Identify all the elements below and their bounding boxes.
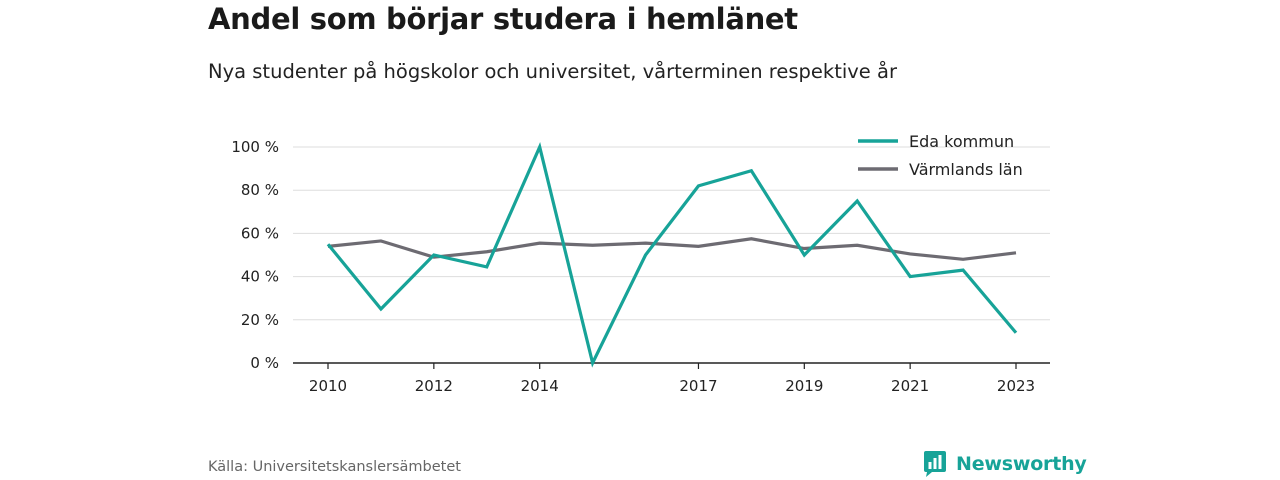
y-tick-label: 60 % xyxy=(241,224,279,242)
legend: Eda kommun Värmlands län xyxy=(858,132,1023,179)
x-tick-label: 2019 xyxy=(785,377,823,395)
source-note: Källa: Universitetskanslersämbetet xyxy=(208,459,461,475)
x-tick-label: 2014 xyxy=(521,377,559,395)
series-lines xyxy=(326,142,1018,368)
y-tick-label: 20 % xyxy=(241,311,279,329)
x-tick-label: 2021 xyxy=(891,377,929,395)
legend-label: Värmlands län xyxy=(909,160,1023,179)
x-tick-label: 2010 xyxy=(309,377,347,395)
series-line-eda-kommun xyxy=(326,142,1018,368)
line-chart: 0 % 20 % 40 % 60 % 80 % 100 % 2010 2012 2014 2017… xyxy=(231,132,1050,395)
y-tick-label: 100 % xyxy=(231,138,279,156)
axes: 0 % 20 % 40 % 60 % 80 % 100 % 2010 2012 2014 2017… xyxy=(231,138,1050,395)
newsworthy-brand-name: Newsworthy xyxy=(956,453,1087,475)
chart-subtitle: Nya studenter på högskolor och universit… xyxy=(208,60,897,83)
legend-label: Eda kommun xyxy=(909,132,1014,151)
x-tick-label: 2012 xyxy=(415,377,453,395)
y-tick-label: 80 % xyxy=(241,181,279,199)
x-tick-label: 2017 xyxy=(679,377,717,395)
y-tick-label: 40 % xyxy=(241,268,279,286)
chart-title: Andel som börjar studera i hemlänet xyxy=(208,2,798,36)
y-tick-label: 0 % xyxy=(250,354,279,372)
newsworthy-logo-icon xyxy=(924,451,946,477)
x-tick-label: 2023 xyxy=(997,377,1035,395)
grid-lines xyxy=(293,146,1050,321)
newsworthy-logo[interactable]: Newsworthy xyxy=(922,450,1087,478)
